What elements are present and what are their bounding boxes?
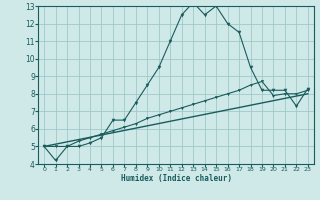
X-axis label: Humidex (Indice chaleur): Humidex (Indice chaleur) xyxy=(121,174,231,183)
